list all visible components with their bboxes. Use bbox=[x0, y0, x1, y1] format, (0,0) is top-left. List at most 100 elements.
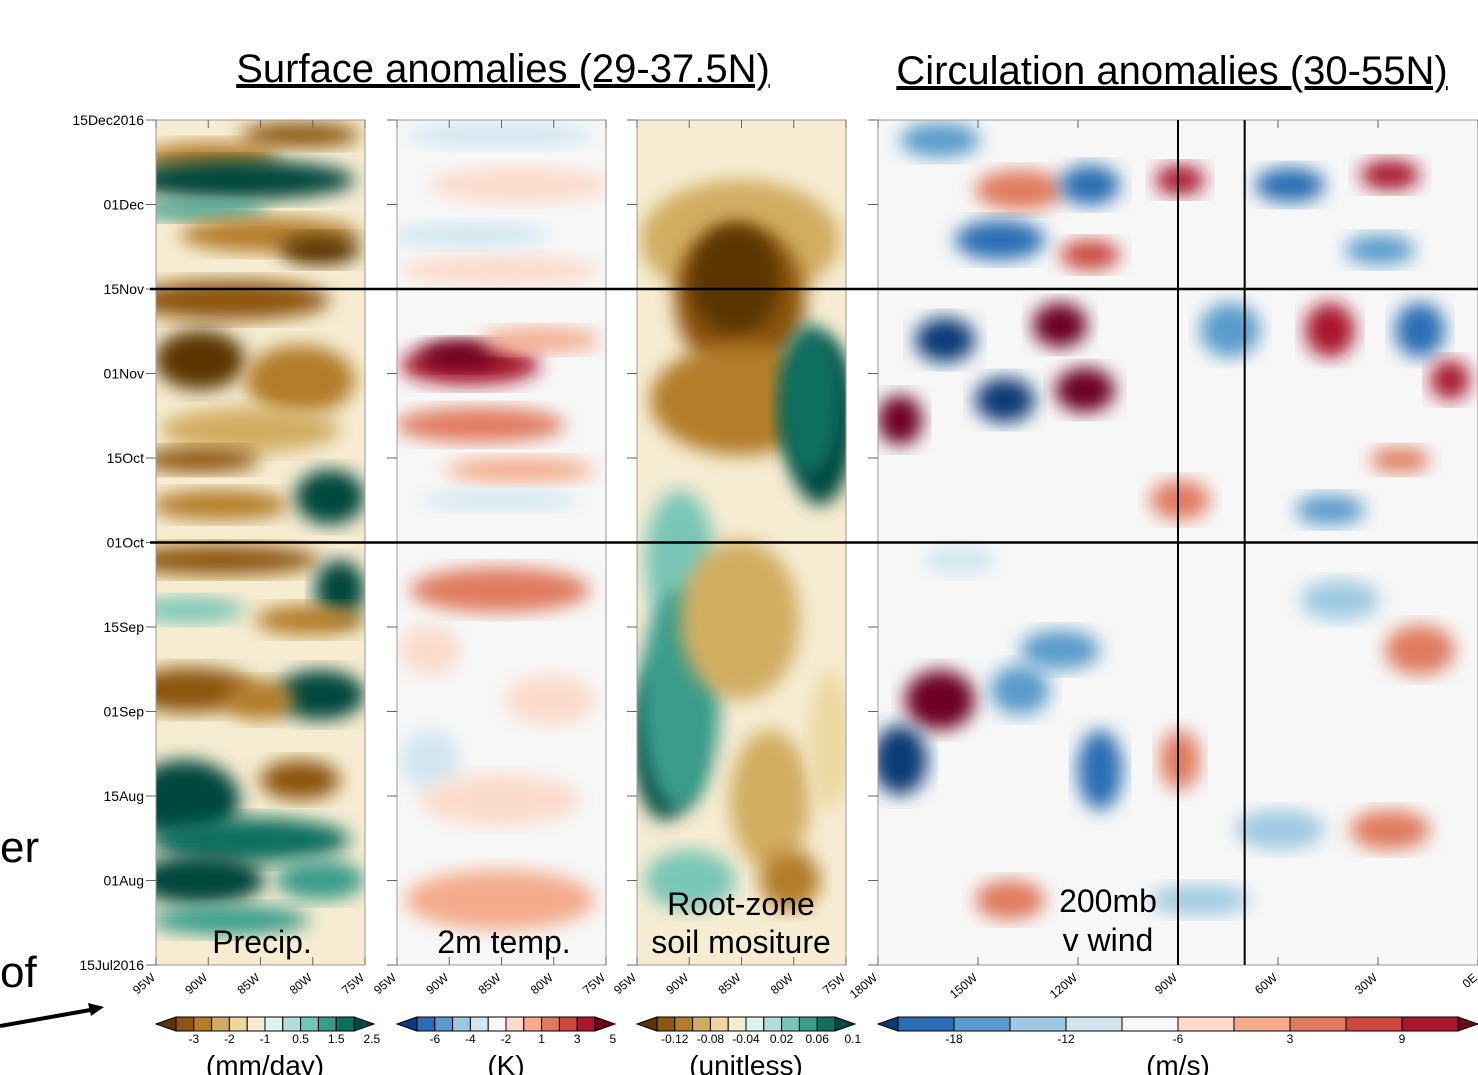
field-patch bbox=[420, 341, 500, 369]
field-patch bbox=[878, 725, 928, 795]
lon-tick-label: 75W bbox=[580, 970, 608, 997]
field-patch bbox=[1395, 302, 1445, 358]
colorbar-soilm-swatch bbox=[745, 1016, 765, 1032]
field-patch bbox=[225, 680, 295, 720]
field-patch bbox=[156, 545, 320, 575]
field-patch bbox=[955, 220, 1045, 260]
colorbar-t2m-tick: -6 bbox=[429, 1032, 440, 1046]
field-patch bbox=[156, 817, 350, 863]
colorbar-v200-swatch bbox=[1289, 1016, 1347, 1032]
field-patch bbox=[975, 377, 1035, 423]
field-patch bbox=[1060, 165, 1120, 205]
field-patch bbox=[280, 235, 360, 265]
lon-tick-label: 75W bbox=[339, 970, 367, 997]
colorbar-soilm-swatch bbox=[727, 1016, 747, 1032]
field-patch bbox=[315, 560, 365, 620]
field-patch bbox=[400, 625, 460, 675]
colorbar-v200-swatch bbox=[1121, 1016, 1179, 1032]
colorbar-precip-tick: -2 bbox=[224, 1032, 235, 1046]
colorbar-soilm-swatch bbox=[763, 1016, 783, 1032]
colorbar-t2m-tick: -4 bbox=[465, 1032, 476, 1046]
colorbar-soilm-tick: -0.12 bbox=[661, 1032, 689, 1046]
colorbar-v200-swatch bbox=[897, 1016, 955, 1032]
colorbar-precip-swatch bbox=[335, 1016, 355, 1032]
field-patch bbox=[245, 345, 355, 415]
v200-label-line2: v wind bbox=[1063, 922, 1154, 958]
colorbar-t2m-tick: -2 bbox=[501, 1032, 512, 1046]
field-patch bbox=[1155, 165, 1205, 195]
colorbar-precip-swatch bbox=[282, 1016, 302, 1032]
colorbar-precip-swatch bbox=[317, 1016, 337, 1032]
lon-tick-label: 80W bbox=[528, 970, 556, 997]
field-patch bbox=[1200, 302, 1260, 358]
field-patch bbox=[1060, 240, 1120, 270]
field-patch bbox=[156, 447, 260, 473]
colorbar-t2m-tick: 5 bbox=[609, 1032, 616, 1046]
colorbar-precip-swatch bbox=[300, 1016, 319, 1032]
soilm-label-line2: soil mositure bbox=[651, 924, 831, 960]
field-patch bbox=[915, 317, 975, 363]
colorbar-v200-swatch bbox=[953, 1016, 1011, 1032]
colorbar-v200-swatch bbox=[1177, 1016, 1235, 1032]
field-patch bbox=[400, 255, 600, 285]
colorbar-t2m-swatch bbox=[505, 1016, 525, 1032]
field-patch bbox=[1430, 360, 1470, 400]
field-patch bbox=[680, 540, 800, 700]
field-patch bbox=[645, 850, 735, 910]
field-patch bbox=[975, 170, 1065, 210]
colorbar-precip-tick: 0.5 bbox=[292, 1032, 309, 1046]
field-patch bbox=[480, 327, 600, 353]
field-patch bbox=[156, 597, 245, 623]
colorbar-precip-tick: 1.5 bbox=[328, 1032, 345, 1046]
circulation-title: Circulation anomalies (30-55N) bbox=[896, 49, 1447, 93]
field-patch bbox=[925, 545, 995, 575]
field-patch bbox=[1300, 580, 1380, 620]
field-patch bbox=[156, 855, 265, 905]
precip-label: Precip. bbox=[212, 924, 312, 960]
field-patch bbox=[690, 225, 780, 335]
lon-tick-label: 180W bbox=[847, 970, 881, 1001]
field-patch bbox=[1345, 235, 1415, 265]
lon-tick-label: 80W bbox=[287, 970, 315, 997]
field-patch bbox=[240, 122, 360, 148]
colorbar-t2m-tick: 1 bbox=[538, 1032, 545, 1046]
colorbar-v200-tick: 9 bbox=[1399, 1032, 1406, 1046]
time-tick-label: 15Jul2016 bbox=[79, 957, 144, 973]
field-patch bbox=[156, 490, 290, 520]
field-patch bbox=[1305, 302, 1355, 358]
lon-tick-label: 80W bbox=[768, 970, 796, 997]
colorbar-soilm-tick: 0.06 bbox=[806, 1032, 830, 1046]
field-patch bbox=[990, 665, 1050, 715]
field-patch bbox=[397, 407, 565, 443]
field-patch bbox=[1370, 447, 1430, 473]
left-fragment-1: er bbox=[0, 823, 39, 872]
field-patch bbox=[1032, 302, 1088, 348]
field-patch bbox=[1055, 367, 1115, 413]
colorbar-soilm-swatch bbox=[798, 1016, 818, 1032]
colorbar-v200-tick: -12 bbox=[1057, 1032, 1075, 1046]
colorbar-t2m-unit: (K) bbox=[487, 1050, 524, 1075]
field-patch bbox=[160, 407, 340, 453]
field-patch bbox=[397, 222, 550, 248]
lon-tick-label: 95W bbox=[611, 970, 639, 997]
field-patch bbox=[156, 330, 245, 390]
field-patch bbox=[1077, 730, 1123, 810]
colorbar-precip-swatch bbox=[193, 1016, 213, 1032]
colorbar-v200-swatch bbox=[1345, 1016, 1403, 1032]
lon-tick-label: 75W bbox=[820, 970, 848, 997]
lon-tick-label: 85W bbox=[476, 970, 504, 997]
colorbar-v200-swatch bbox=[1233, 1016, 1291, 1032]
colorbar-t2m-high-arrow bbox=[594, 1016, 617, 1032]
colorbar-precip-swatch bbox=[211, 1016, 230, 1032]
field-patch bbox=[295, 469, 365, 525]
field-patch bbox=[400, 730, 460, 790]
colorbar-soilm-unit: (unitless) bbox=[689, 1050, 803, 1075]
lon-tick-label: 120W bbox=[1047, 970, 1081, 1001]
time-tick-label: 15Aug bbox=[104, 788, 144, 804]
soilm-label-line1: Root-zone bbox=[667, 886, 815, 922]
lon-tick-label: 0E bbox=[1460, 971, 1478, 991]
colorbar-precip-tick: -3 bbox=[188, 1032, 199, 1046]
field-patch bbox=[420, 775, 580, 825]
field-patch bbox=[1160, 730, 1200, 790]
